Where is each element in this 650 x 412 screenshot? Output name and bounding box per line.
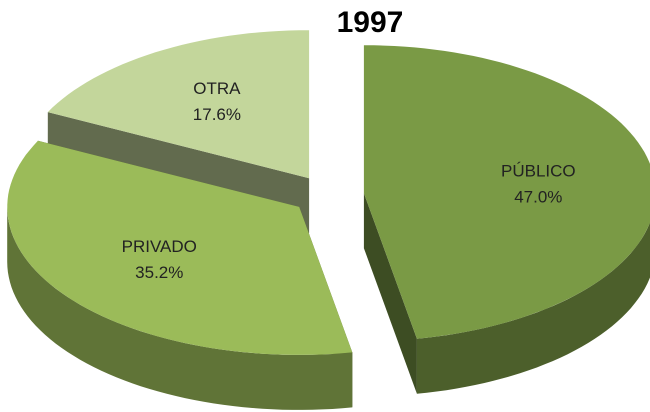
slice-top	[7, 140, 353, 355]
slice: PÚBLICO 47.0%	[363, 45, 650, 394]
slice-side	[7, 206, 353, 410]
slice-side	[416, 222, 650, 394]
category-label: OTRA	[193, 79, 241, 98]
slice: PRIVADO 35.2%	[7, 140, 353, 410]
value-label: 17.6%	[193, 105, 241, 124]
value-label: 35.2%	[135, 263, 183, 282]
category-label: PRIVADO	[122, 237, 197, 256]
category-label: PÚBLICO	[501, 162, 576, 181]
pie: OTRA 17.6% PÚBLICO 47.0% PRIVADO 35.2%	[7, 30, 650, 410]
value-label: 47.0%	[514, 188, 562, 207]
chart-title: 1997	[337, 6, 404, 39]
slice-top	[363, 45, 650, 339]
slice-top	[47, 30, 310, 179]
slice-wall	[363, 193, 417, 394]
